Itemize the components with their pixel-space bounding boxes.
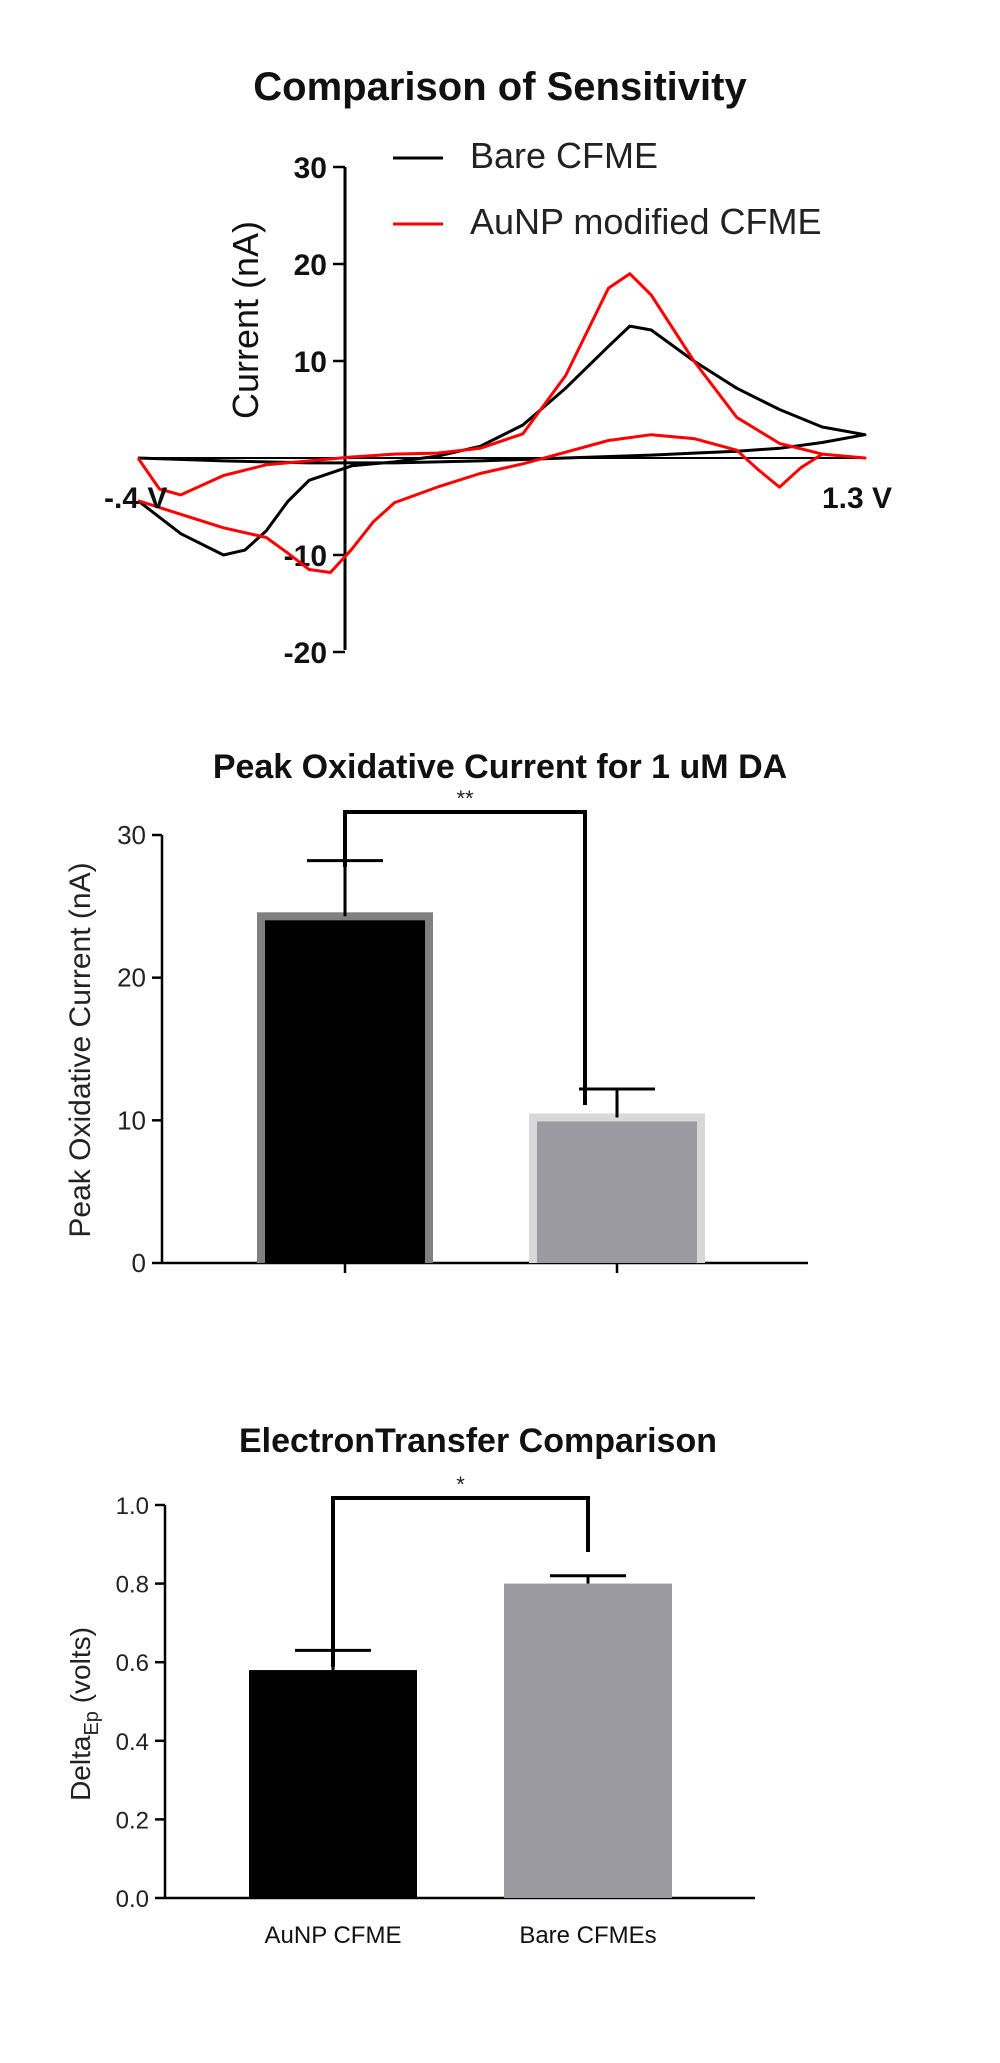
et-title: ElectronTransfer Comparison [239,1422,717,1460]
peak-significance-bracket [343,810,587,1105]
et-y-tick-label: 0.8 [116,1572,149,1599]
peak-y-tick-label: 30 [117,820,146,850]
cv-y-tick-label: 20 [294,249,327,282]
et-significance: * [331,1472,590,1667]
et-y-ticks: 0.0 0.2 0.4 0.6 0.8 1.0 [116,1493,165,1913]
cv-series [136,272,867,574]
cv-y-tick-label: 30 [294,152,327,185]
et-category-label: Bare CFMEs [519,1922,656,1949]
peak-bars [257,859,705,1273]
et-y-tick-label: 0.4 [116,1729,149,1756]
et-y-label-main: Delta [65,1735,96,1801]
cv-chart: Comparison of Sensitivity Current (nA) 3… [104,65,892,670]
peak-y-ticks: 0 10 20 30 [117,820,162,1278]
et-significance-marker: * [456,1472,465,1497]
et-y-tick-label: 0.6 [116,1650,149,1677]
et-y-tick-label: 1.0 [116,1493,149,1520]
cv-y-tick-label: 10 [294,346,327,379]
et-category-labels: AuNP CFME Bare CFMEs [265,1922,657,1949]
et-y-tick-label: 0.2 [116,1807,149,1834]
cv-title: Comparison of Sensitivity [253,65,747,109]
cv-x-end-label: 1.3 V [822,482,892,515]
et-y-label: DeltaEp (volts) [65,1627,103,1801]
et-bar [504,1583,672,1898]
cv-series-line-0 [137,324,867,557]
legend-label-aunp: AuNP modified CFME [470,201,821,242]
peak-bar [537,1121,697,1263]
et-y-label-subscript: Ep [81,1711,103,1735]
cv-y-label: Current (nA) [225,221,266,419]
legend-label-bare: Bare CFME [470,135,658,176]
peak-current-chart: Peak Oxidative Current for 1 uM DA Peak … [64,748,808,1278]
cv-series-line-1 [136,272,867,574]
cv-x-start-label: -.4 V [104,482,167,515]
peak-significance-marker: ** [456,786,474,811]
electron-transfer-chart: ElectronTransfer Comparison DeltaEp (vol… [65,1422,755,1949]
et-y-label-unit: (volts) [65,1627,96,1711]
peak-bar [265,920,425,1263]
peak-significance: ** [343,786,587,1105]
et-category-label: AuNP CFME [265,1922,402,1949]
et-bars [249,1574,672,1898]
cv-legend: Bare CFME AuNP modified CFME [393,135,821,242]
peak-y-tick-label: 10 [117,1105,146,1135]
peak-y-label: Peak Oxidative Current (nA) [64,862,97,1237]
peak-y-tick-label: 0 [132,1248,146,1278]
peak-title: Peak Oxidative Current for 1 uM DA [213,748,787,786]
peak-y-tick-label: 20 [117,963,146,993]
et-bar [249,1670,417,1898]
cv-y-tick-label: -20 [284,637,327,670]
et-significance-bracket [331,1496,590,1667]
et-y-tick-label: 0.0 [116,1886,149,1913]
